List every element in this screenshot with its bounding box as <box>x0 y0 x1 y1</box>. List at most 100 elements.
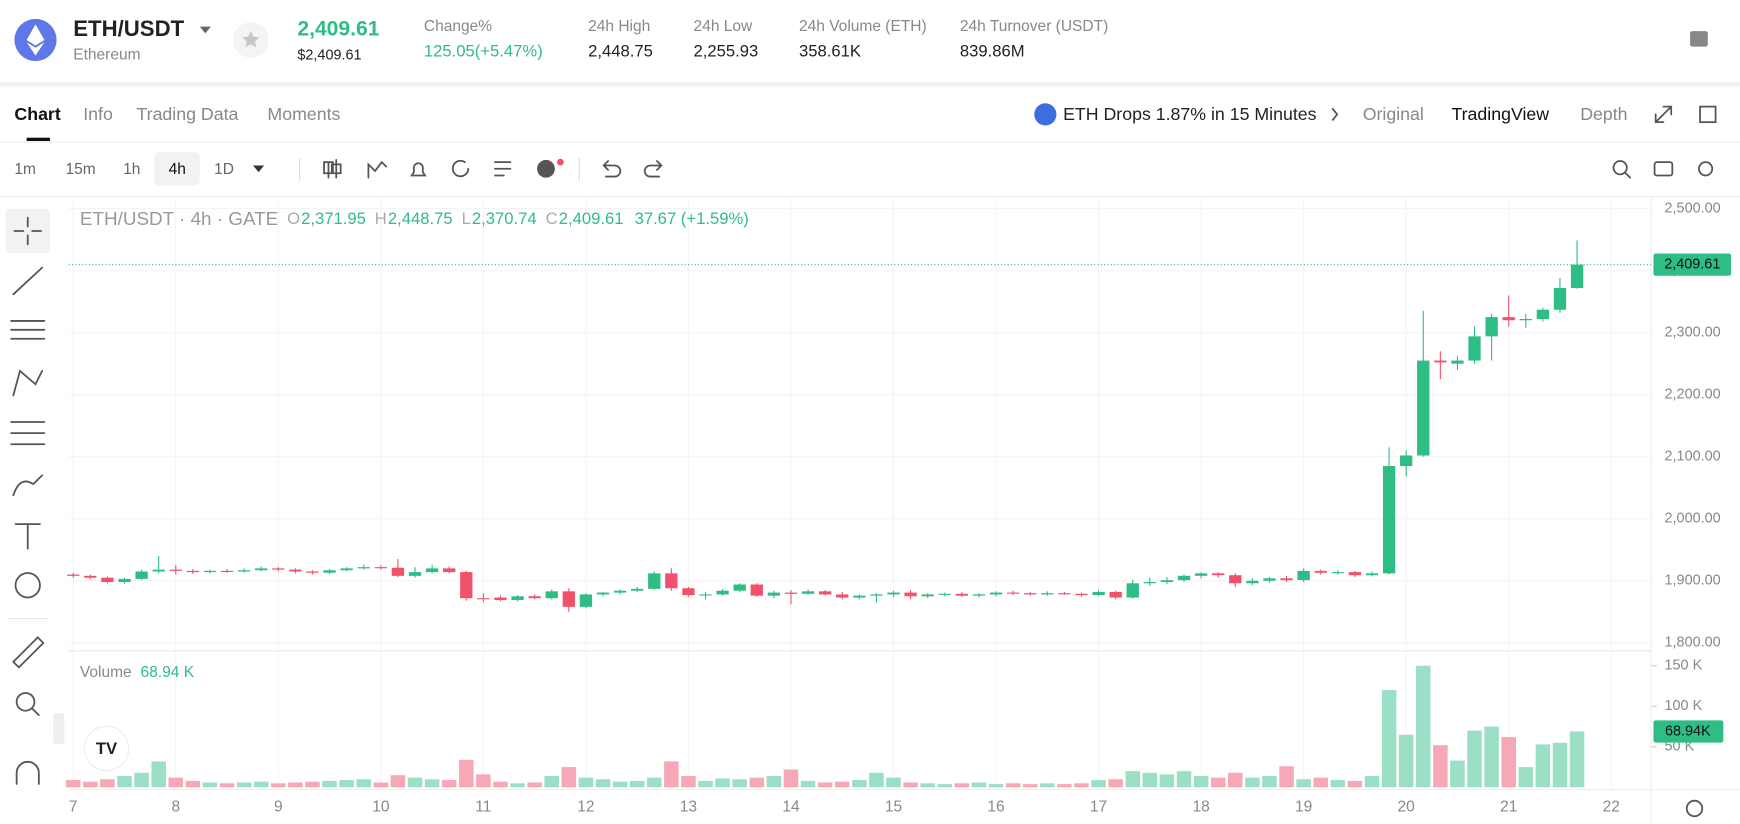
x-tick-label: 9 <box>274 798 283 815</box>
candle-body <box>460 572 473 599</box>
volume-bar <box>100 779 115 788</box>
candle-body <box>152 569 165 572</box>
volume-bar <box>1552 742 1568 788</box>
candle-body <box>1553 288 1567 310</box>
templates[interactable] <box>494 161 512 177</box>
volume-bar <box>65 780 81 788</box>
replay[interactable] <box>451 159 470 178</box>
volume-bar <box>1091 780 1106 788</box>
legend-field-label: H <box>375 209 387 228</box>
y-tick-label: 1,900.00 <box>1665 573 1721 589</box>
candle-body <box>237 570 251 572</box>
stat-value: 125.05(+5.47%) <box>424 42 543 61</box>
interval[interactable]: 1m <box>14 161 36 178</box>
interval-dropdown[interactable] <box>253 165 265 173</box>
interval[interactable]: 1h <box>123 161 140 178</box>
redo[interactable] <box>643 160 663 178</box>
book-icon[interactable] <box>1690 31 1708 47</box>
settings[interactable] <box>1698 161 1714 177</box>
zoom[interactable] <box>15 692 36 712</box>
legend-change: 37.67 (+1.59%) <box>635 209 749 228</box>
legend-title: ETH/USDT · 4h · GATE <box>80 208 278 229</box>
candle-body <box>1468 336 1481 361</box>
indicators[interactable] <box>367 160 388 179</box>
ruler[interactable] <box>12 636 45 669</box>
candle-body <box>408 572 422 576</box>
volume-bar <box>971 782 987 788</box>
volume-bar <box>578 777 594 788</box>
news-link[interactable]: ETH Drops 1.87% in 15 Minutes <box>1063 104 1317 124</box>
x-tick-label: 7 <box>69 798 78 815</box>
zoom-handle <box>31 707 40 717</box>
fib[interactable] <box>10 320 46 340</box>
collapse[interactable] <box>53 712 65 745</box>
candle-body <box>545 591 558 599</box>
tab[interactable]: Moments <box>267 104 340 124</box>
view-tab[interactable]: TradingView <box>1451 104 1549 124</box>
volume-badge <box>1653 720 1724 743</box>
undo[interactable] <box>602 160 622 178</box>
volume-bar <box>441 780 457 788</box>
magnet[interactable] <box>15 761 40 785</box>
volume-bar <box>852 780 867 788</box>
volume-bar <box>629 780 645 788</box>
alert[interactable] <box>410 162 427 177</box>
pair[interactable]: ETH/USDT <box>73 16 184 41</box>
candle-body <box>340 568 353 571</box>
stats: Change% 125.05(+5.47%) 24h High 2,448.75 24h… <box>424 18 1108 61</box>
candle-body <box>887 592 900 595</box>
volume-bar <box>407 777 423 788</box>
tab[interactable]: Chart <box>14 104 60 124</box>
candle-body <box>1246 580 1259 584</box>
candle-body <box>374 567 387 569</box>
x-tick-label: 18 <box>1192 798 1209 815</box>
y-tick-label: 2,200.00 <box>1665 386 1721 402</box>
pair-dropdown[interactable] <box>199 26 211 34</box>
snapshot[interactable] <box>1653 161 1674 177</box>
trend-line[interactable] <box>12 266 44 296</box>
legend-field-label: C <box>546 209 558 228</box>
window-icon[interactable] <box>1699 105 1717 124</box>
candle-body <box>323 570 336 573</box>
volume-bar <box>783 769 799 788</box>
interval[interactable]: 1D <box>214 161 234 178</box>
volume-bar <box>595 779 611 788</box>
volume-bar <box>1159 774 1175 788</box>
volume-bar <box>424 779 440 788</box>
view-tab[interactable]: Depth <box>1580 104 1627 124</box>
prediction[interactable] <box>10 421 46 446</box>
x-tick-label: 17 <box>1090 798 1107 815</box>
axis-settings[interactable] <box>1685 799 1704 818</box>
stat-label: 24h Turnover (USDT) <box>960 18 1108 35</box>
price-badge-text: 2,409.61 <box>1664 256 1720 272</box>
tab[interactable]: Trading Data <box>136 104 238 124</box>
stat-label: 24h High <box>588 18 650 35</box>
text-tool[interactable] <box>14 523 41 550</box>
volume-bar <box>151 761 166 788</box>
candle-type[interactable] <box>323 159 342 179</box>
search[interactable] <box>1612 160 1628 176</box>
candle-body <box>818 591 832 595</box>
candle-body <box>135 571 148 579</box>
candle-body <box>1229 575 1242 584</box>
volume-bar <box>476 774 491 788</box>
volume-bar <box>219 783 235 788</box>
candle-body <box>1536 309 1550 320</box>
candle-body <box>101 577 114 583</box>
add[interactable] <box>537 159 555 178</box>
volume-bar <box>903 782 918 788</box>
candle-body <box>425 568 439 573</box>
brush[interactable] <box>12 474 44 497</box>
view-tab[interactable]: Original <box>1363 104 1424 124</box>
interval[interactable]: 4h <box>169 161 186 178</box>
candle-body <box>443 568 456 573</box>
interval[interactable]: 15m <box>65 161 95 178</box>
fullscreen[interactable] <box>1654 105 1673 124</box>
active-interval-bg <box>154 152 200 186</box>
volume-bar <box>1279 766 1294 788</box>
tab[interactable]: Info <box>83 104 113 124</box>
emoji[interactable] <box>14 572 41 599</box>
pattern[interactable] <box>12 369 44 397</box>
crosshair[interactable] <box>13 216 42 246</box>
